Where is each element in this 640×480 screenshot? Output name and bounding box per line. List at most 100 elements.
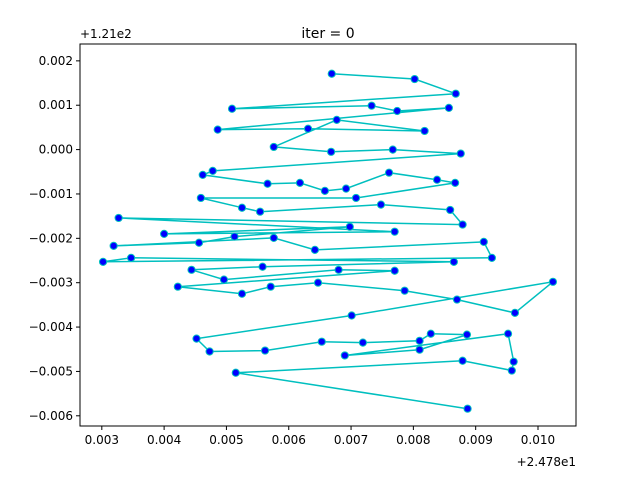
x-tick-label: 0.007	[334, 433, 368, 447]
y-offset-label: +1.21e2	[80, 27, 132, 41]
data-point	[303, 124, 313, 133]
data-point	[390, 227, 399, 236]
data-point	[415, 336, 424, 345]
data-point	[376, 200, 386, 209]
x-tick-label: 0.006	[272, 433, 306, 447]
data-point	[463, 404, 472, 413]
data-point	[313, 278, 323, 287]
data-point	[263, 179, 272, 188]
data-point	[126, 253, 136, 262]
data-point	[269, 142, 278, 152]
data-point	[446, 205, 455, 215]
data-point	[451, 178, 460, 187]
x-tick-label: 0.008	[396, 433, 430, 447]
data-point	[198, 170, 207, 179]
y-tick-label: −0.002	[29, 231, 73, 245]
data-point	[351, 193, 361, 203]
data-point	[510, 308, 520, 317]
data-point	[334, 265, 343, 274]
data-point	[317, 337, 326, 346]
data-point	[347, 311, 356, 320]
data-point	[410, 74, 419, 84]
data-point	[219, 275, 229, 284]
y-tick-label: −0.004	[29, 320, 73, 334]
x-axis: 0.003 0.004 0.005 0.006 0.007 0.008 0.009 0.010	[85, 426, 555, 447]
data-point	[230, 232, 239, 241]
y-tick-label: −0.005	[29, 364, 73, 378]
data-point	[341, 184, 351, 193]
data-point	[458, 356, 467, 365]
data-point	[266, 282, 275, 291]
data-point	[187, 265, 196, 274]
data-point	[358, 338, 367, 347]
y-tick-label: 0.000	[39, 143, 73, 157]
data-point	[227, 104, 237, 113]
data-point	[192, 334, 201, 343]
x-tick-label: 0.009	[458, 433, 492, 447]
data-point	[237, 289, 247, 298]
data-point	[487, 253, 496, 262]
data-point	[444, 103, 453, 112]
y-tick-label: 0.001	[39, 98, 73, 112]
data-point	[456, 149, 465, 158]
data-point	[205, 347, 214, 356]
x-tick-label: 0.005	[209, 433, 243, 447]
data-point	[332, 115, 341, 124]
data-point	[258, 262, 267, 271]
data-point	[310, 245, 320, 254]
data-point	[479, 237, 488, 246]
data-point	[295, 178, 305, 187]
data-point	[98, 257, 108, 266]
data-point	[213, 125, 222, 134]
data-point	[452, 295, 462, 304]
x-tick-label: 0.010	[521, 433, 555, 447]
data-point	[194, 238, 204, 247]
axes-frame	[79, 43, 577, 427]
data-point	[507, 366, 516, 375]
data-point	[503, 329, 513, 338]
x-tick-label: 0.003	[85, 433, 119, 447]
data-point	[432, 175, 442, 184]
data-point	[196, 193, 205, 203]
data-point	[384, 168, 394, 177]
data-point	[367, 101, 376, 110]
data-point	[462, 330, 472, 339]
data-point	[114, 213, 123, 223]
data-point	[400, 286, 409, 295]
data-point	[320, 186, 329, 195]
data-point	[509, 357, 518, 366]
y-tick-label: −0.001	[29, 187, 73, 201]
y-axis: 0.002 0.001 0.000 −0.001 −0.002 −0.003 −0.004 −…	[29, 54, 80, 423]
data-point	[449, 257, 458, 266]
y-tick-label: −0.006	[29, 409, 73, 423]
y-tick-label: 0.002	[39, 54, 73, 68]
chart-title: iter = 0	[301, 26, 354, 42]
data-point	[548, 277, 558, 286]
data-point	[426, 329, 435, 338]
data-point	[451, 89, 460, 98]
data-point	[260, 346, 270, 355]
data-point	[415, 345, 424, 354]
data-point	[208, 166, 217, 175]
data-point	[393, 106, 402, 116]
data-point	[420, 126, 429, 136]
y-tick-label: −0.003	[29, 276, 73, 290]
data-point	[173, 282, 182, 291]
data-point	[160, 229, 169, 238]
x-tick-label: 0.004	[147, 433, 181, 447]
data-point	[345, 222, 354, 231]
data-point	[327, 69, 336, 78]
plot-area	[98, 69, 558, 413]
data-point	[109, 241, 118, 250]
data-point	[388, 145, 397, 154]
data-point	[340, 351, 349, 360]
data-point	[327, 147, 336, 156]
x-offset-label: +2.478e1	[517, 455, 576, 469]
data-point	[255, 207, 265, 216]
data-point	[390, 266, 399, 275]
data-point	[269, 233, 278, 242]
data-point	[231, 368, 240, 377]
data-point	[458, 220, 467, 229]
data-point	[237, 203, 247, 212]
